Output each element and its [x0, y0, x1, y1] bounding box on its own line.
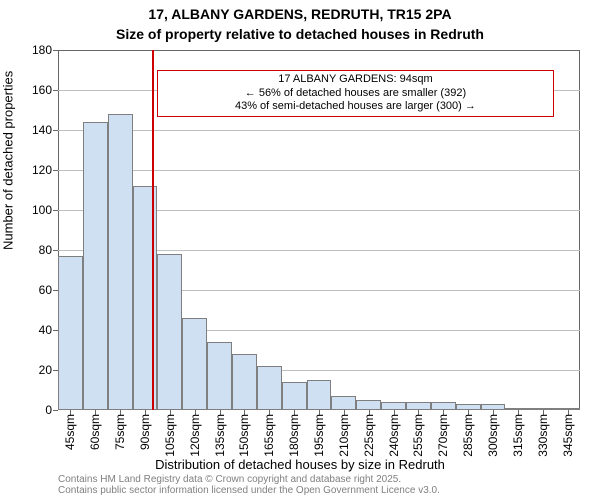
footnote: Contains HM Land Registry data © Crown c…	[58, 474, 440, 496]
x-tick-label: 315sqm	[511, 410, 525, 457]
bar	[406, 402, 431, 410]
bar	[232, 354, 257, 410]
chart-title-line1: 17, ALBANY GARDENS, REDRUTH, TR15 2PA	[0, 6, 600, 22]
chart-container: 17, ALBANY GARDENS, REDRUTH, TR15 2PA Si…	[0, 0, 600, 500]
x-axis-label: Distribution of detached houses by size …	[0, 457, 600, 472]
x-tick-label: 180sqm	[287, 410, 301, 457]
bar	[58, 256, 83, 410]
bar	[307, 380, 332, 410]
bar	[257, 366, 282, 410]
x-tick-label: 240sqm	[387, 410, 401, 457]
y-tick-label: 120	[32, 163, 58, 177]
x-tick-label: 330sqm	[536, 410, 550, 457]
x-tick-label: 210sqm	[337, 410, 351, 457]
bar	[431, 402, 456, 410]
y-tick-label: 180	[32, 43, 58, 57]
y-tick-label: 60	[39, 283, 58, 297]
x-tick-label: 45sqm	[63, 410, 77, 450]
annotation-line: ← 56% of detached houses are smaller (39…	[162, 87, 550, 101]
bar	[207, 342, 232, 410]
x-tick-label: 90sqm	[138, 410, 152, 450]
x-tick-label: 120sqm	[188, 410, 202, 457]
x-tick-label: 270sqm	[436, 410, 450, 457]
x-tick-label: 60sqm	[88, 410, 102, 450]
bar	[282, 382, 307, 410]
x-tick-label: 75sqm	[113, 410, 127, 450]
y-tick-label: 160	[32, 83, 58, 97]
x-tick-label: 285sqm	[461, 410, 475, 457]
x-tick-label: 165sqm	[262, 410, 276, 457]
gridline	[58, 170, 580, 171]
bar	[182, 318, 207, 410]
gridline	[58, 130, 580, 131]
annotation-line: 43% of semi-detached houses are larger (…	[162, 100, 550, 114]
bar	[108, 114, 133, 410]
x-tick-label: 300sqm	[486, 410, 500, 457]
bar	[133, 186, 158, 410]
x-tick-label: 105sqm	[163, 410, 177, 457]
y-tick-label: 140	[32, 123, 58, 137]
chart-title-line2: Size of property relative to detached ho…	[0, 26, 600, 42]
plot-area: 02040608010012014016018045sqm60sqm75sqm9…	[58, 50, 580, 410]
y-tick-label: 80	[39, 243, 58, 257]
y-tick-label: 0	[45, 403, 58, 417]
x-tick-label: 135sqm	[213, 410, 227, 457]
y-tick-label: 100	[32, 203, 58, 217]
bar	[381, 402, 406, 410]
reference-line	[152, 50, 154, 410]
x-tick-label: 255sqm	[411, 410, 425, 457]
bar	[83, 122, 108, 410]
x-tick-label: 150sqm	[237, 410, 251, 457]
bar	[331, 396, 356, 410]
x-tick-label: 345sqm	[561, 410, 575, 457]
x-tick-label: 195sqm	[312, 410, 326, 457]
y-axis-label: Number of detached properties	[1, 71, 16, 250]
x-tick-label: 225sqm	[362, 410, 376, 457]
y-tick-label: 40	[39, 323, 58, 337]
y-tick-label: 20	[39, 363, 58, 377]
bar	[157, 254, 182, 410]
bar	[356, 400, 381, 410]
annotation-line: 17 ALBANY GARDENS: 94sqm	[162, 73, 550, 87]
annotation-box: 17 ALBANY GARDENS: 94sqm← 56% of detache…	[157, 70, 555, 117]
